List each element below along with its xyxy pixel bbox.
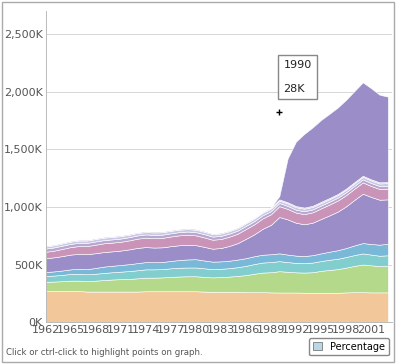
- Text: Click or ctrl-click to highlight points on graph.: Click or ctrl-click to highlight points …: [6, 348, 203, 357]
- Text: 1990

28K: 1990 28K: [284, 60, 312, 94]
- Legend: Percentage: Percentage: [309, 338, 389, 356]
